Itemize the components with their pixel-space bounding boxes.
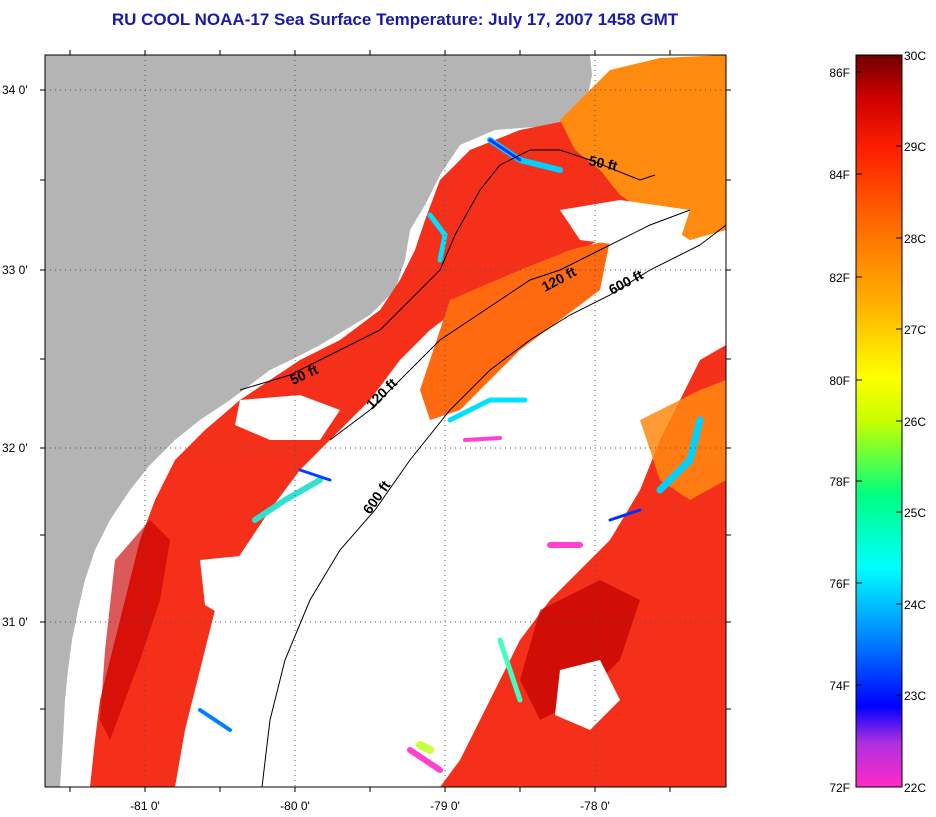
cloud-gap-southeast <box>555 660 620 730</box>
map-frame <box>44 54 727 788</box>
colorbar-c-label: 28C <box>904 232 926 246</box>
colorbar-f-label: 86F <box>829 66 850 80</box>
lon-label-81: -81 0' <box>130 799 160 813</box>
contour-50ft <box>239 149 656 391</box>
contour-600ft <box>261 224 726 787</box>
colorbar-c-label: 25C <box>904 506 926 520</box>
colorbar-c-label: 30C <box>904 49 926 63</box>
sst-mid-shelf <box>420 240 610 420</box>
colorbar-f-label: 74F <box>829 679 850 693</box>
sst-coastal-band <box>90 120 660 787</box>
sst-north-offshore <box>560 55 726 240</box>
depth-contours <box>239 149 726 787</box>
colorbar-c-label: 23C <box>904 689 926 703</box>
sst-dark-red-core <box>520 580 640 720</box>
lat-label-33: 33 0' <box>2 263 28 277</box>
colorbar-f-label: 80F <box>829 374 850 388</box>
axis-ticks <box>40 50 731 792</box>
depth-label-50ft-north: 50 ft <box>587 152 619 174</box>
sst-dark-red-patch-coast <box>100 520 170 740</box>
cloud-gap-mid <box>235 395 340 440</box>
cloud-gap-south <box>200 555 260 620</box>
colorbar-c-ticks <box>896 54 902 788</box>
lat-label-31: 31 0' <box>2 615 28 629</box>
colorbar-f-label: 84F <box>829 168 850 182</box>
contour-120ft <box>329 209 691 441</box>
colorbar-f-label: 72F <box>829 781 850 795</box>
lon-label-78: -78 0' <box>580 799 610 813</box>
lat-label-32: 32 0' <box>2 441 28 455</box>
colorbar-f-label: 78F <box>829 475 850 489</box>
colorbar-c-label: 29C <box>904 140 926 154</box>
map-title: RU COOL NOAA-17 Sea Surface Temperature:… <box>111 10 679 29</box>
colorbar-c-label: 22C <box>904 781 926 795</box>
land-mass <box>45 55 592 787</box>
lon-label-80: -80 0' <box>280 799 310 813</box>
lon-label-79: -79 0' <box>430 799 460 813</box>
gridlines <box>45 55 726 787</box>
colorbar-c-label: 27C <box>904 323 926 337</box>
colorbar <box>855 54 903 788</box>
colorbar-f-label: 76F <box>829 577 850 591</box>
lat-label-34: 34 0' <box>2 83 28 97</box>
map-panel: 50 ft 50 ft 120 ft 120 ft 600 ft 600 ft <box>45 55 726 787</box>
cloud-gap-north <box>560 200 690 245</box>
colorbar-c-label: 26C <box>904 415 926 429</box>
colorbar-c-label: 24C <box>904 598 926 612</box>
sst-southeast-orange <box>640 380 726 500</box>
colorbar-f-label: 82F <box>829 271 850 285</box>
colorbar-f-ticks <box>856 71 862 788</box>
